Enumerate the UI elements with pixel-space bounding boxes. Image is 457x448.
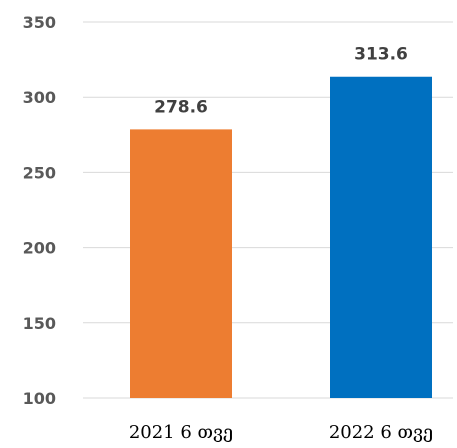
y-tick-label-300: 300 <box>23 88 56 107</box>
y-axis-ticks: 100 150 200 250 300 350 <box>23 13 56 408</box>
y-tick-label-250: 250 <box>23 163 56 182</box>
data-labels: 278.6 313.6 <box>154 45 408 118</box>
bars <box>130 76 432 398</box>
y-tick-label-200: 200 <box>23 239 56 258</box>
bar-1 <box>130 129 232 398</box>
x-axis-categories: 2021 6 თვე 2022 6 თვე <box>129 422 433 443</box>
y-tick-label-350: 350 <box>23 13 56 32</box>
y-tick-label-100: 100 <box>23 389 56 408</box>
category-label-2: 2022 6 თვე <box>329 422 433 443</box>
data-label-1: 278.6 <box>154 97 208 117</box>
category-label-1: 2021 6 თვე <box>129 422 233 443</box>
data-label-2: 313.6 <box>354 45 408 65</box>
bar-2 <box>330 76 432 398</box>
y-tick-label-150: 150 <box>23 314 56 333</box>
